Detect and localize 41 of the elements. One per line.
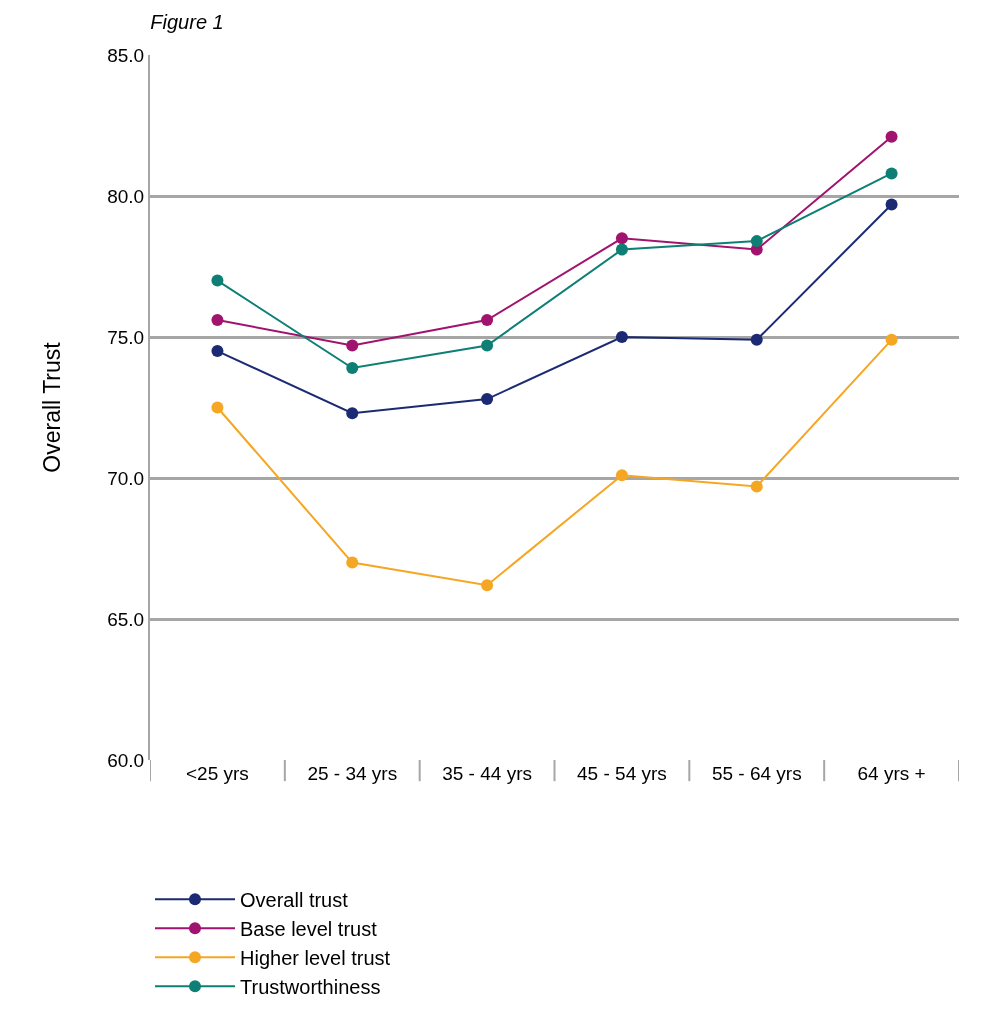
point (615, 469, 628, 482)
point (211, 401, 224, 414)
point (481, 314, 494, 327)
x-tick-label: 64 yrs + (857, 763, 926, 784)
x-tick-label: 35 - 44 yrs (442, 763, 532, 784)
point (885, 167, 898, 180)
legend-label: Base level trust (240, 918, 378, 941)
x-tick-label: 55 - 64 yrs (711, 763, 802, 784)
point (750, 480, 763, 493)
point (211, 345, 224, 358)
y-tick-label: 70.0 (107, 467, 145, 489)
point (211, 274, 224, 287)
point (346, 339, 359, 352)
y-tick-label: 85.0 (107, 44, 145, 66)
point (481, 579, 494, 592)
point (615, 331, 628, 343)
x-tick-label: <25 yrs (186, 763, 249, 784)
y-axis-title: Overall Trust (39, 341, 66, 473)
x-tick-label: 25 - 34 yrs (307, 763, 398, 784)
legend-label: Higher level trust (240, 947, 391, 970)
legend-label: Overall trust (240, 889, 349, 912)
point (211, 314, 224, 327)
point (346, 362, 359, 375)
point (750, 333, 763, 346)
point (885, 130, 898, 143)
point (885, 333, 898, 346)
point (481, 339, 494, 352)
y-tick-label: 75.0 (107, 326, 145, 348)
legend-label: Trustworthiness (240, 976, 381, 999)
point (346, 556, 359, 569)
point (615, 232, 628, 245)
point (481, 393, 494, 406)
point (750, 235, 763, 248)
x-tick-label: 45 - 54 yrs (577, 763, 667, 784)
point (346, 407, 359, 420)
chart-title: Figure 1 (150, 11, 224, 34)
y-tick-label: 60.0 (107, 749, 145, 771)
y-tick-label: 80.0 (107, 185, 145, 207)
point (885, 198, 898, 211)
y-tick-label: 65.0 (107, 608, 145, 630)
point (615, 243, 628, 256)
